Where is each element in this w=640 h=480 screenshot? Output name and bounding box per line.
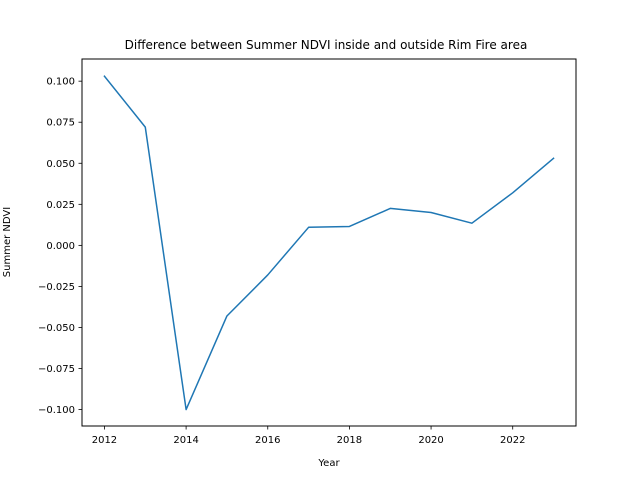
x-tick-label: 2020 <box>418 435 443 446</box>
y-tick-label: −0.100 <box>38 405 75 416</box>
x-axis: 2012 2014 2016 2018 2020 2022 <box>92 426 525 446</box>
y-axis-title: Summer NDVI <box>2 207 13 277</box>
y-tick-label: −0.075 <box>38 364 75 375</box>
x-axis-title: Year <box>317 458 340 469</box>
y-tick-label: 0.100 <box>46 77 75 88</box>
x-tick-label: 2018 <box>337 435 362 446</box>
y-tick-label: 0.075 <box>46 118 75 129</box>
y-tick-label: −0.025 <box>38 282 75 293</box>
x-tick-label: 2014 <box>173 435 198 446</box>
x-tick-label: 2012 <box>92 435 117 446</box>
plot-frame <box>81 58 577 427</box>
series-line <box>103 75 555 411</box>
y-tick-label: −0.050 <box>38 323 75 334</box>
y-axis: 0.100 0.075 0.050 0.025 0.000 −0.025 −0.050 −0.… <box>38 77 82 416</box>
y-tick-label: 0.025 <box>46 200 75 211</box>
x-tick-label: 2022 <box>500 435 525 446</box>
y-tick-label: 0.000 <box>46 241 75 252</box>
plot-area <box>103 75 555 411</box>
y-tick-label: 0.050 <box>46 159 75 170</box>
x-tick-label: 2016 <box>255 435 280 446</box>
chart-title: Difference between Summer NDVI inside an… <box>125 38 528 52</box>
